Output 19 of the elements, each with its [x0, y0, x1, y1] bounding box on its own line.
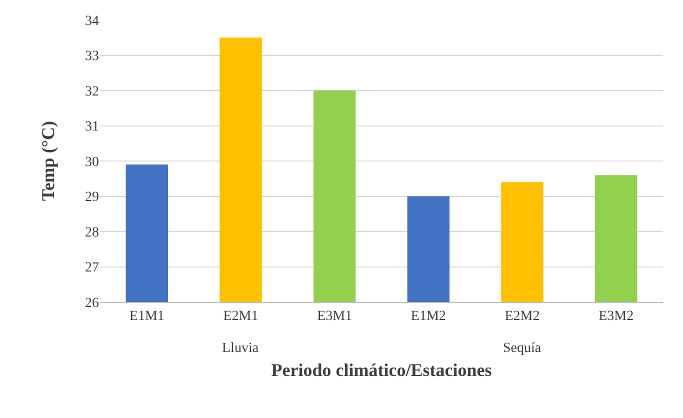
x-tick-label: E2M2: [504, 308, 540, 324]
x-tick-label: E2M1: [223, 308, 258, 324]
y-tick-label: 31: [85, 120, 99, 135]
y-axis-title: Temp (°C): [38, 120, 58, 202]
y-tick-label: 33: [85, 49, 99, 64]
y-tick-label: 34: [85, 14, 99, 29]
y-tick-label: 28: [85, 225, 99, 240]
x-axis-title: Periodo climático/Estaciones: [271, 360, 492, 380]
y-tick-label: 29: [85, 190, 99, 206]
x-tick-label: E3M2: [598, 308, 634, 324]
text: Lluvia: [222, 341, 260, 356]
y-tick-label: 32: [85, 84, 99, 100]
text: Sequía: [503, 341, 542, 356]
y-tick-label: 26: [85, 296, 99, 311]
x-tick-label: E1M2: [410, 308, 446, 324]
y-tick-label: 27: [85, 260, 99, 276]
y-tick-label: 30: [85, 154, 99, 170]
x-tick-label: E3M1: [317, 308, 352, 324]
x-tick-label: E1M1: [129, 308, 164, 324]
